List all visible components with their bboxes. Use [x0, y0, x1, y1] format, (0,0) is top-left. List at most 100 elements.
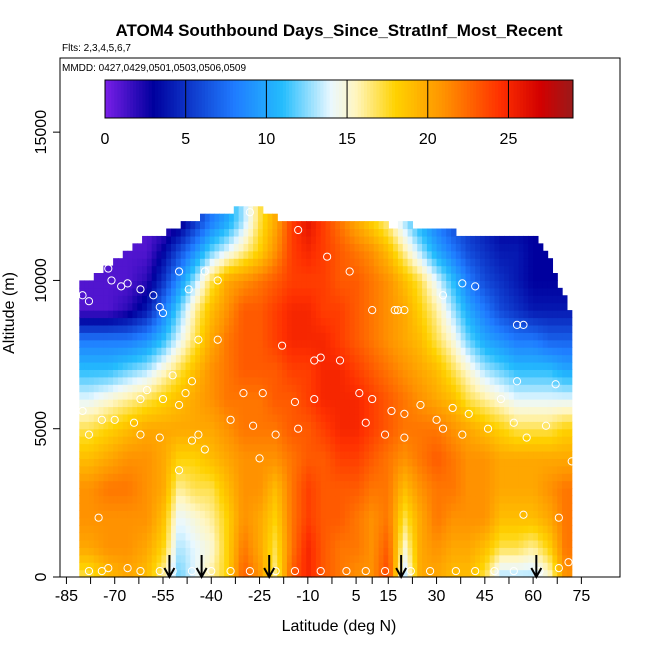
- heatmap-cell: [518, 532, 525, 541]
- heatmap-cell: [364, 547, 370, 556]
- heatmap-cell: [383, 406, 389, 415]
- heatmap-cell: [175, 399, 182, 408]
- heatmap-cell: [113, 539, 119, 548]
- heatmap-cell: [238, 488, 245, 497]
- heatmap-cell: [108, 436, 114, 445]
- heatmap-cell: [267, 317, 274, 326]
- heatmap-cell: [209, 510, 216, 519]
- heatmap-cell: [383, 495, 389, 504]
- heatmap-cell: [330, 428, 336, 437]
- heatmap-cell: [354, 295, 360, 304]
- heatmap-cell: [562, 562, 568, 571]
- colorbar-segment: [395, 80, 399, 118]
- heatmap-cell: [436, 450, 442, 459]
- heatmap-cell: [378, 450, 385, 459]
- heatmap-cell: [562, 480, 568, 489]
- heatmap-cell: [533, 510, 539, 519]
- heatmap-cell: [151, 243, 158, 252]
- heatmap-cell: [243, 480, 249, 489]
- heatmap-cell: [113, 495, 119, 504]
- heatmap-cell: [171, 517, 177, 526]
- heatmap-cell: [267, 443, 274, 452]
- heatmap-cell: [354, 488, 360, 497]
- heatmap-cell: [436, 502, 442, 511]
- heatmap-cell: [537, 295, 544, 304]
- heatmap-cell: [200, 221, 206, 230]
- heatmap-cell: [209, 243, 216, 252]
- colorbar-segment: [279, 80, 284, 118]
- heatmap-cell: [132, 361, 138, 370]
- heatmap-cell: [315, 428, 322, 437]
- heatmap-cell: [518, 547, 525, 556]
- heatmap-cell: [190, 384, 196, 393]
- heatmap-cell: [470, 562, 476, 571]
- heatmap-cell: [344, 250, 351, 259]
- heatmap-cell: [113, 480, 119, 489]
- heatmap-cell: [306, 310, 312, 319]
- heatmap-cell: [286, 361, 293, 370]
- heatmap-cell: [257, 347, 264, 356]
- heatmap-cell: [344, 436, 351, 445]
- heatmap-cell: [122, 354, 129, 363]
- heatmap-cell: [103, 488, 109, 497]
- heatmap-cell: [204, 243, 211, 252]
- heatmap-cell: [465, 510, 471, 519]
- heatmap-cell: [175, 436, 182, 445]
- heatmap-cell: [547, 450, 554, 459]
- heatmap-cell: [562, 339, 568, 348]
- heatmap-cell: [296, 302, 302, 311]
- heatmap-cell: [484, 502, 491, 511]
- heatmap-cell: [349, 295, 356, 304]
- heatmap-cell: [504, 428, 510, 437]
- heatmap-cell: [397, 421, 404, 430]
- heatmap-cell: [122, 265, 129, 274]
- heatmap-cell: [508, 310, 515, 319]
- heatmap-cell: [175, 361, 182, 370]
- heatmap-cell: [402, 295, 409, 304]
- heatmap-cell: [417, 317, 423, 326]
- heatmap-cell: [431, 258, 438, 267]
- heatmap-cell: [98, 569, 105, 578]
- heatmap-cell: [460, 450, 467, 459]
- heatmap-cell: [489, 376, 496, 385]
- heatmap-cell: [475, 458, 481, 467]
- heatmap-cell: [296, 369, 302, 378]
- heatmap-cell: [156, 273, 162, 282]
- observation-point: [290, 397, 300, 407]
- observation-point: [255, 454, 264, 463]
- heatmap-cell: [325, 421, 331, 430]
- heatmap-cell: [122, 450, 129, 459]
- heatmap-cell: [132, 450, 138, 459]
- heatmap-cell: [528, 369, 534, 378]
- heatmap-cell: [393, 458, 399, 467]
- heatmap-cell: [436, 465, 442, 474]
- heatmap-cell: [253, 421, 259, 430]
- heatmap-cell: [214, 243, 220, 252]
- heatmap-cell: [132, 517, 138, 526]
- heatmap-cell: [528, 324, 534, 333]
- heatmap-cell: [566, 473, 573, 482]
- heatmap-cell: [426, 250, 433, 259]
- heatmap-cell: [335, 310, 341, 319]
- heatmap-cell: [253, 213, 259, 222]
- heatmap-cell: [499, 354, 505, 363]
- heatmap-cell: [315, 539, 322, 548]
- heatmap-cell: [320, 376, 327, 385]
- heatmap-cell: [142, 324, 148, 333]
- heatmap-cell: [335, 273, 341, 282]
- heatmap-cell: [368, 465, 375, 474]
- heatmap-cell: [171, 562, 177, 571]
- heatmap-cell: [180, 265, 187, 274]
- heatmap-cell: [373, 221, 380, 230]
- heatmap-cell: [204, 221, 211, 230]
- heatmap-cell: [171, 250, 177, 259]
- heatmap-cell: [272, 502, 278, 511]
- heatmap-cell: [508, 243, 515, 252]
- observation-point: [136, 285, 145, 294]
- heatmap-cell: [557, 495, 563, 504]
- heatmap-cell: [248, 406, 254, 415]
- heatmap-cell: [441, 443, 447, 452]
- heatmap-cell: [349, 458, 356, 467]
- heatmap-cell: [108, 525, 114, 534]
- heatmap-cell: [504, 354, 510, 363]
